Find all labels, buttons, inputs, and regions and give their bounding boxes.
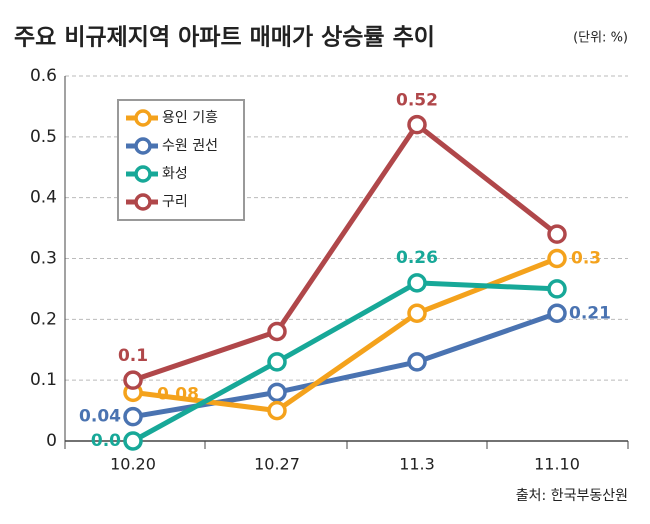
- x-tick-label: 11.3: [399, 455, 435, 474]
- chart-title: 주요 비규제지역 아파트 매매가 상승률 추이: [14, 25, 435, 51]
- point-marker: [267, 321, 287, 342]
- point-marker: [407, 273, 427, 293]
- series-line: [132, 122, 559, 383]
- data-label: 0.0: [91, 431, 121, 451]
- legend-marker: [134, 137, 152, 155]
- point-marker: [407, 303, 427, 323]
- series-line: [131, 280, 558, 444]
- legend-marker: [134, 193, 152, 211]
- data-label: 0.3: [571, 249, 601, 269]
- point-marker: [267, 382, 287, 403]
- legend-marker: [134, 109, 152, 127]
- y-tick-label: 0.5: [30, 127, 57, 147]
- y-tick-label: 0.2: [30, 309, 57, 329]
- point-marker: [407, 352, 427, 372]
- data-label: 0.26: [396, 248, 438, 268]
- point-marker: [547, 279, 567, 299]
- y-tick-label: 0.1: [30, 370, 57, 390]
- point-marker: [123, 431, 143, 451]
- point-marker: [547, 224, 567, 244]
- legend-label: 용인 기흥: [162, 110, 218, 126]
- data-label: 0.08: [157, 384, 199, 404]
- series-line: [132, 310, 558, 420]
- legend-label: 수원 권선: [162, 138, 218, 154]
- data-label: 0.21: [569, 303, 611, 323]
- legend-label: 화성: [162, 166, 188, 182]
- point-marker: [267, 352, 287, 372]
- legend-marker: [134, 165, 152, 183]
- y-tick-label: 0.3: [30, 249, 57, 269]
- y-tick-label: 0.6: [30, 66, 57, 86]
- point-marker: [547, 248, 567, 269]
- data-label: 0.04: [79, 407, 121, 427]
- data-label: 0.52: [396, 91, 438, 111]
- point-marker: [547, 303, 567, 323]
- point-marker: [123, 406, 143, 427]
- legend-label: 구리: [162, 194, 188, 210]
- y-tick-label: 0: [46, 431, 57, 451]
- y-tick-label: 0.4: [30, 188, 57, 208]
- data-label: 0.1: [118, 346, 148, 366]
- x-tick-label: 10.27: [254, 455, 300, 474]
- source-label: 출처: 한국부동산원: [516, 488, 628, 504]
- point-marker: [407, 114, 427, 135]
- point-marker: [123, 370, 143, 390]
- unit-label: (단위: %): [573, 31, 628, 46]
- x-tick-label: 11.10: [534, 455, 580, 474]
- x-tick-label: 10.20: [110, 455, 156, 474]
- point-marker: [267, 400, 287, 421]
